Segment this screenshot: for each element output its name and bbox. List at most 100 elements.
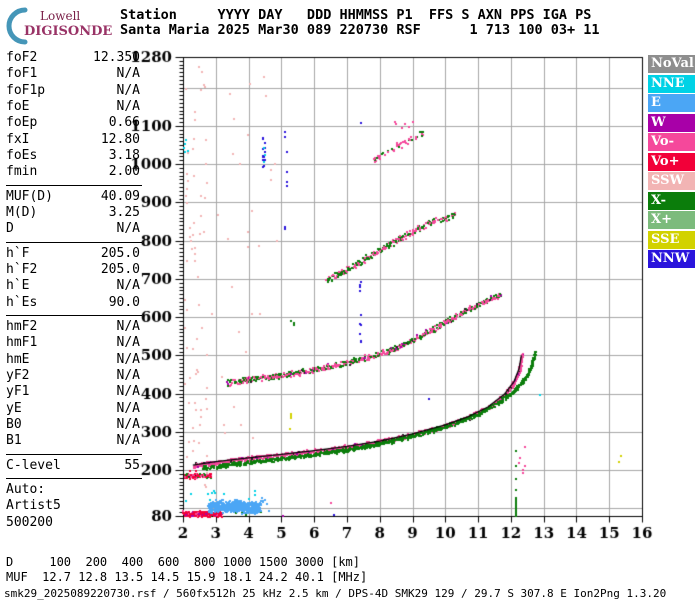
param-label: fmin bbox=[6, 164, 38, 180]
param-label: foEp bbox=[6, 115, 38, 131]
param-value: N/A bbox=[116, 433, 140, 449]
param-label: hmF1 bbox=[6, 335, 38, 351]
digisonde-logo: Lowell DIGISONDE bbox=[6, 6, 118, 46]
param-value: 205.0 bbox=[100, 245, 140, 261]
param-value: N/A bbox=[116, 351, 140, 367]
param-value: N/A bbox=[116, 98, 140, 114]
param-value: N/A bbox=[116, 318, 140, 334]
doppler-direction-legend: NoVal NNE E W Vo- Vo+ SSW X- X+ SSE NNW bbox=[648, 55, 695, 270]
file-info-line: smk29_2025089220730.rsf / 560fx512h 25 k… bbox=[4, 587, 667, 600]
param-label: M(D) bbox=[6, 204, 38, 220]
param-label: hmF2 bbox=[6, 318, 38, 334]
param-label: C-level bbox=[6, 457, 61, 473]
param-value: N/A bbox=[116, 400, 140, 416]
digisonde-logo-arc-icon bbox=[6, 7, 32, 49]
station-header: Station YYYY DAY DDD HHMMSS P1 FFS S AXN… bbox=[120, 8, 600, 38]
param-row-fxi: fxI 12.80 bbox=[6, 132, 140, 148]
param-row-d: D N/A bbox=[6, 221, 140, 237]
param-value: 55 bbox=[124, 457, 140, 473]
param-row-hes: h`Es 90.0 bbox=[6, 295, 140, 311]
param-value: N/A bbox=[116, 278, 140, 294]
param-label: B1 bbox=[6, 433, 22, 449]
param-value: 90.0 bbox=[108, 294, 140, 310]
param-row-yf2: yF2 N/A bbox=[6, 368, 140, 384]
muf-row: MUF 12.7 12.8 13.5 14.5 15.9 18.1 24.2 4… bbox=[6, 570, 368, 584]
param-row-mufd: MUF(D) 40.09 bbox=[6, 189, 140, 205]
parameter-panel: foF2 12.350 foF1 N/A foF1p N/A foE N/A foEp 0.66 f… bbox=[6, 50, 142, 531]
param-label: yF2 bbox=[6, 367, 30, 383]
logo-lowell-text: Lowell bbox=[40, 9, 81, 23]
param-row-foep: foEp 0.66 bbox=[6, 115, 140, 131]
param-row-md: M(D) 3.25 bbox=[6, 205, 140, 221]
param-value: N/A bbox=[116, 384, 140, 400]
legend-item-noval: NoVal bbox=[648, 55, 695, 73]
param-row-he: h`E N/A bbox=[6, 278, 140, 294]
param-row-b0: B0 N/A bbox=[6, 417, 140, 433]
param-row-foes: foEs 3.18 bbox=[6, 148, 140, 164]
legend-item-x: X- bbox=[648, 191, 695, 210]
legend-item-x: X+ bbox=[648, 211, 695, 229]
logo-digisonde-text: DIGISONDE bbox=[24, 24, 113, 39]
param-label: 500200 bbox=[6, 514, 53, 530]
panel-separator bbox=[6, 314, 142, 316]
panel-separator bbox=[6, 477, 142, 479]
param-row-fof1: foF1 N/A bbox=[6, 66, 140, 82]
param-row-ye: yE N/A bbox=[6, 401, 140, 417]
param-value: N/A bbox=[116, 82, 140, 98]
legend-item-nne: NNE bbox=[648, 74, 695, 93]
panel-separator bbox=[6, 241, 142, 243]
legend-item-e: E bbox=[648, 94, 695, 112]
param-value: 40.09 bbox=[100, 188, 140, 204]
param-label: foE bbox=[6, 98, 30, 114]
param-row-fmin: fmin 2.00 bbox=[6, 164, 140, 180]
param-label: foF2 bbox=[6, 50, 38, 65]
param-label: hmE bbox=[6, 351, 30, 367]
param-label: foEs bbox=[6, 147, 38, 163]
param-value: 2.00 bbox=[108, 164, 140, 180]
header-columns-line: Station YYYY DAY DDD HHMMSS P1 FFS S AXN… bbox=[120, 7, 592, 23]
param-row-b1: B1 N/A bbox=[6, 433, 140, 449]
param-label: Artist5 bbox=[6, 498, 61, 514]
legend-item-vo: Vo+ bbox=[648, 152, 695, 171]
param-row-yf1: yF1 N/A bbox=[6, 384, 140, 400]
param-row-hf2: h`F2 205.0 bbox=[6, 262, 140, 278]
param-label: B0 bbox=[6, 416, 22, 432]
param-label: D bbox=[6, 221, 14, 237]
param-label: h`E bbox=[6, 278, 30, 294]
param-row-hmf2: hmF2 N/A bbox=[6, 319, 140, 335]
param-row-hme: hmE N/A bbox=[6, 352, 140, 368]
param-value: N/A bbox=[116, 335, 140, 351]
param-value: 12.350 bbox=[93, 50, 140, 65]
param-label: MUF(D) bbox=[6, 188, 53, 204]
param-row-500200: 500200 bbox=[6, 515, 140, 531]
param-row-fof2: foF2 12.350 bbox=[6, 50, 140, 66]
param-value: 205.0 bbox=[100, 261, 140, 277]
param-label: foF1p bbox=[6, 82, 46, 98]
param-label: h`F2 bbox=[6, 261, 38, 277]
param-row-clevel: C-level 55 bbox=[6, 458, 140, 474]
param-value: 3.25 bbox=[108, 204, 140, 220]
distance-row: D 100 200 400 600 800 1000 1500 3000 [km… bbox=[6, 555, 361, 569]
param-value: 12.80 bbox=[100, 131, 140, 147]
param-label: h`Es bbox=[6, 294, 38, 310]
param-label: yF1 bbox=[6, 384, 30, 400]
legend-item-sse: SSE bbox=[648, 230, 695, 249]
param-label: Auto: bbox=[6, 481, 46, 497]
param-value: 3.18 bbox=[108, 147, 140, 163]
panel-separator bbox=[6, 184, 142, 186]
panel-separator bbox=[6, 453, 142, 455]
legend-item-w: W bbox=[648, 113, 695, 132]
param-row-auto: Auto: bbox=[6, 482, 140, 498]
param-value: N/A bbox=[116, 416, 140, 432]
header-values-line: Santa Maria 2025 Mar30 089 220730 RSF 1 … bbox=[120, 22, 600, 38]
param-value: N/A bbox=[116, 221, 140, 237]
param-row-fof1p: foF1p N/A bbox=[6, 83, 140, 99]
param-value: N/A bbox=[116, 367, 140, 383]
param-row-hf: h`F 205.0 bbox=[6, 246, 140, 262]
legend-item-ssw: SSW bbox=[648, 172, 695, 190]
param-label: h`F bbox=[6, 245, 30, 261]
param-value: 0.66 bbox=[108, 115, 140, 131]
param-row-hmf1: hmF1 N/A bbox=[6, 335, 140, 351]
